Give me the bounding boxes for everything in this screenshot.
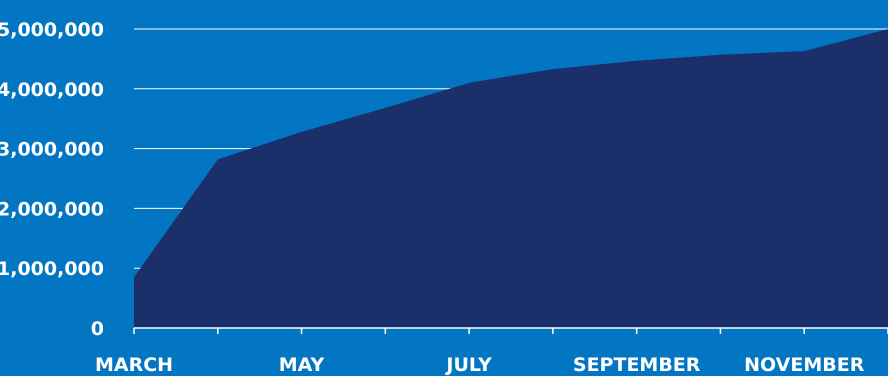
x-tick-label-6: SEPTEMBER — [573, 354, 701, 376]
x-tick-label-0: MARCH — [95, 354, 173, 376]
x-tick-label-2: MAY — [279, 354, 325, 376]
area-fill — [134, 29, 888, 328]
y-tick-label-3: 3,000,000 — [0, 139, 104, 161]
x-tick-label-4: JULY — [444, 354, 492, 376]
x-tick-labels: MARCH MAY JULY SEPTEMBER NOVEMBER — [95, 354, 865, 376]
area-series — [133, 28, 888, 328]
y-tick-label-2: 2,000,000 — [0, 198, 104, 220]
x-axis — [133, 327, 888, 334]
y-tick-label-0: 0 — [91, 318, 104, 340]
y-tick-label-4: 4,000,000 — [0, 79, 104, 101]
x-tick-label-8: NOVEMBER — [744, 354, 865, 376]
y-tick-label-1: 1,000,000 — [0, 258, 104, 280]
y-tick-labels: 0 1,000,000 2,000,000 3,000,000 4,000,000 5,0… — [0, 19, 104, 340]
y-tick-label-5: 5,000,000 — [0, 19, 104, 41]
